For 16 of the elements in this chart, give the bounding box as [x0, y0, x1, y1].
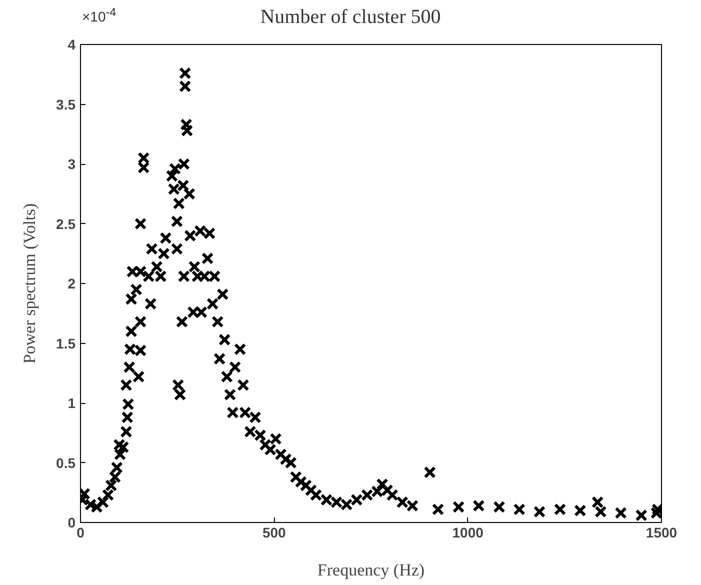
x-axis-title: Frequency (Hz): [317, 560, 425, 580]
y-tick-label: 1.5: [56, 335, 76, 352]
x-tick-label: 1000: [452, 524, 484, 540]
y-tick-label: 2: [68, 276, 76, 292]
y-tick-label: 1: [68, 395, 76, 411]
y-tick-label: 0: [68, 514, 76, 530]
y-tick-label: 4: [68, 36, 76, 52]
y-tick-label: 0.5: [56, 454, 76, 471]
text: ×10$^{-4}$: [82, 5, 116, 27]
chart-title: Number of cluster 500: [260, 6, 441, 28]
y-tick-label: 3.5: [56, 96, 76, 112]
x-tick-label: 1500: [646, 524, 678, 540]
y-tick-label: 2.5: [56, 216, 76, 232]
x-tick-label: 500: [262, 524, 286, 540]
y-tick-label: 3: [68, 156, 76, 172]
y-axis-title: Power spectrum (Volts): [20, 203, 40, 364]
